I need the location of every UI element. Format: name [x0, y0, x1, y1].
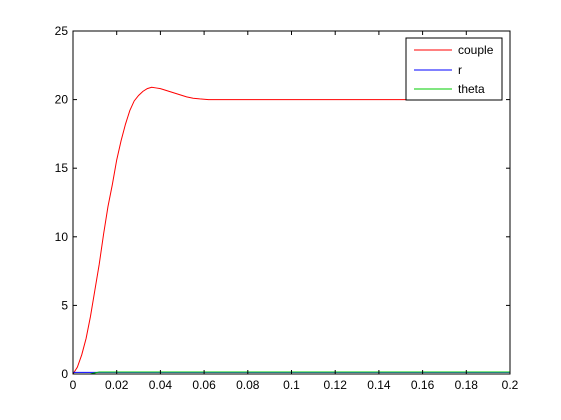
legend-label-couple: couple — [458, 43, 494, 57]
x-tick-label: 0.16 — [411, 378, 435, 392]
x-tick-label: 0.04 — [149, 378, 173, 392]
y-axis-ticks: 0 5 10 15 20 25 — [55, 24, 510, 381]
y-tick-label: 10 — [55, 230, 69, 244]
x-tick-label: 0 — [70, 378, 77, 392]
y-tick-label: 25 — [55, 24, 69, 38]
x-tick-label: 0.14 — [367, 378, 391, 392]
y-tick-label: 20 — [55, 93, 69, 107]
y-tick-label: 15 — [55, 161, 69, 175]
x-tick-label: 0.06 — [192, 378, 216, 392]
legend-box — [405, 37, 503, 101]
series-line-couple — [72, 86, 458, 375]
x-tick-label: 0.12 — [324, 378, 348, 392]
x-tick-label: 0.1 — [283, 378, 300, 392]
x-tick-label: 0.02 — [105, 378, 129, 392]
x-tick-label: 0.2 — [502, 378, 519, 392]
x-axis-ticks: 0 0.02 0.04 0.06 0.08 0.1 0.12 0.14 0.16 0.18 0.2 — [70, 31, 519, 392]
y-tick-label: 5 — [61, 298, 68, 312]
y-tick-label: 0 — [61, 367, 68, 381]
legend-label-r: r — [458, 63, 462, 77]
x-tick-label: 0.08 — [236, 378, 260, 392]
legend: couple r theta — [405, 37, 503, 101]
x-tick-label: 0.18 — [455, 378, 479, 392]
legend-label-theta: theta — [458, 82, 485, 96]
